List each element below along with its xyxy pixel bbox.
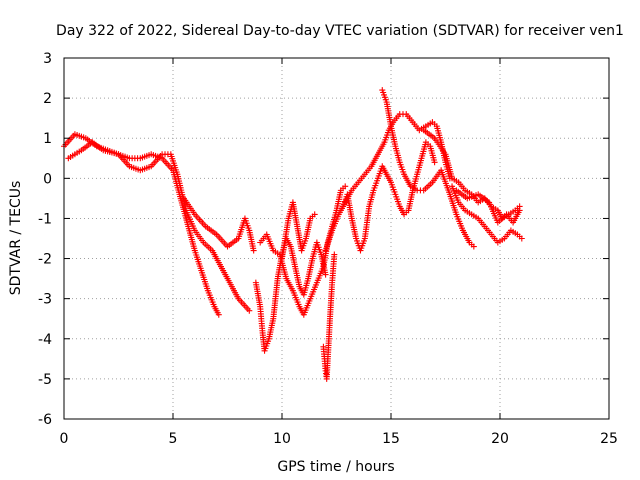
x-tick-label: 25 <box>600 431 618 447</box>
y-tick-label: -5 <box>38 372 52 388</box>
axis-ticks <box>63 57 610 420</box>
x-axis-label: GPS time / hours <box>277 459 394 475</box>
x-tick-label: 15 <box>382 431 400 447</box>
chart-title: Day 322 of 2022, Sidereal Day-to-day VTE… <box>56 23 624 39</box>
y-tick-label: -3 <box>38 292 52 308</box>
y-tick-label: 3 <box>43 51 52 67</box>
data-point <box>311 211 318 218</box>
y-tick-label: -6 <box>38 412 52 428</box>
y-tick-label: -2 <box>38 252 52 268</box>
data-point <box>250 247 257 254</box>
y-axis-label: SDTVAR / TECUs <box>8 181 24 296</box>
x-tick-label: 20 <box>491 431 509 447</box>
x-tick-label: 0 <box>60 431 69 447</box>
data-point <box>215 311 222 318</box>
y-tick-label: 1 <box>43 131 52 147</box>
y-tick-label: -1 <box>38 211 52 227</box>
series-track-a <box>61 131 222 318</box>
data-point <box>342 183 349 190</box>
data-point <box>431 159 438 166</box>
data-point <box>331 251 338 258</box>
series-track-j <box>379 87 477 250</box>
series-track-m <box>453 187 523 226</box>
data-point <box>470 243 477 250</box>
data-point <box>516 207 523 214</box>
y-tick-label: 0 <box>43 171 52 187</box>
series-track-e <box>257 183 349 318</box>
plot-frame <box>63 57 610 420</box>
x-tick-label: 10 <box>273 431 291 447</box>
x-tick-label: 5 <box>169 431 178 447</box>
data-point <box>322 271 329 278</box>
y-tick-label: -4 <box>38 332 52 348</box>
data-point <box>246 307 253 314</box>
grid <box>64 58 609 419</box>
data-points <box>61 87 525 382</box>
series-track-l <box>449 183 525 246</box>
data-point <box>518 235 525 242</box>
series-track-b <box>65 139 253 314</box>
series-track-d <box>252 235 329 354</box>
series-track-g <box>320 251 338 382</box>
series-track-c <box>180 195 257 254</box>
series-track-f <box>279 199 318 262</box>
series-track-i <box>340 139 438 254</box>
y-tick-label: 2 <box>43 91 52 107</box>
